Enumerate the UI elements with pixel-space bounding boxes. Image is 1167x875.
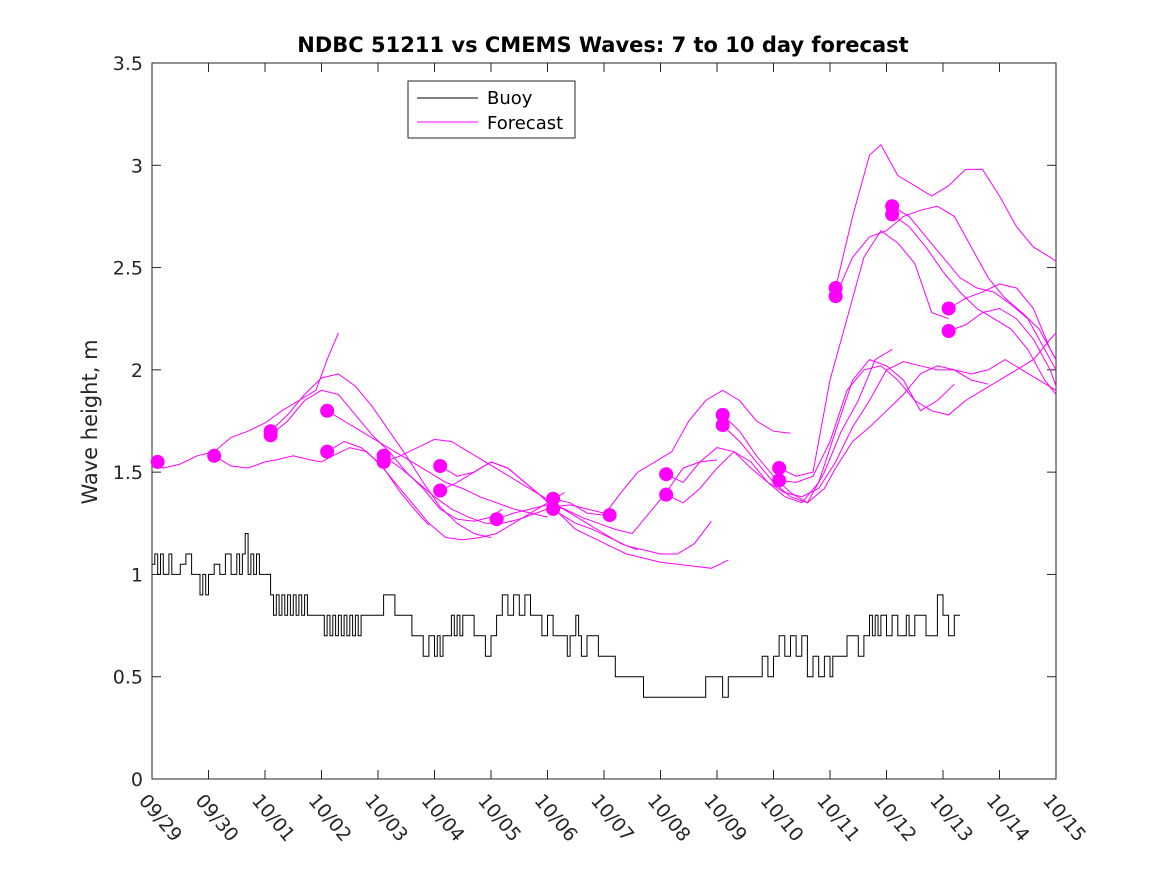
legend: Buoy Forecast bbox=[407, 80, 576, 139]
forecast-start-marker bbox=[941, 323, 956, 338]
forecast-start-marker bbox=[659, 467, 674, 482]
forecast-series-line bbox=[439, 461, 729, 569]
forecast-series-line bbox=[151, 332, 339, 469]
forecast-start-marker bbox=[828, 289, 843, 304]
forecast-start-marker bbox=[772, 461, 787, 476]
forecast-series-line bbox=[778, 229, 949, 477]
forecast-start-marker bbox=[376, 454, 391, 469]
forecast-series-line bbox=[326, 440, 565, 541]
forecast-series-line bbox=[213, 447, 430, 526]
forecast-series-line bbox=[552, 389, 791, 516]
y-tick-label: 2 bbox=[131, 360, 143, 382]
y-tick-label: 3.5 bbox=[113, 53, 143, 75]
forecast-series-line bbox=[779, 332, 1057, 483]
y-tick-label: 0 bbox=[131, 769, 143, 791]
forecast-start-marker bbox=[207, 448, 222, 463]
forecast-series-line bbox=[891, 205, 1057, 371]
forecast-start-marker bbox=[885, 207, 900, 222]
forecast-start-marker bbox=[602, 508, 617, 523]
forecast-series-line bbox=[835, 144, 1057, 289]
y-axis-label: Wave height, m bbox=[78, 339, 102, 504]
forecast-start-marker bbox=[433, 483, 448, 498]
buoy-series-line bbox=[152, 533, 960, 698]
y-tick-label: 0.5 bbox=[113, 667, 143, 689]
forecast-series-line bbox=[948, 307, 1057, 387]
forecast-start-marker bbox=[263, 424, 278, 439]
forecast-start-marker bbox=[715, 407, 730, 422]
forecast-start-marker bbox=[489, 512, 504, 527]
forecast-start-marker bbox=[150, 454, 165, 469]
y-tick-label: 3 bbox=[131, 155, 143, 177]
forecast-start-marker bbox=[320, 403, 335, 418]
forecast-start-marker bbox=[772, 473, 787, 488]
forecast-series-line bbox=[665, 361, 989, 498]
forecast-series-line bbox=[326, 410, 548, 518]
legend-buoy-label: Buoy bbox=[487, 88, 533, 109]
forecast-series-line bbox=[948, 283, 1057, 360]
forecast-start-marker bbox=[659, 487, 674, 502]
forecast-series-line bbox=[665, 359, 955, 504]
forecast-series-line bbox=[891, 213, 1057, 395]
forecast-series-line bbox=[270, 373, 492, 539]
forecast-start-marker bbox=[433, 459, 448, 474]
forecast-series-line bbox=[835, 205, 1057, 360]
forecast-series-line bbox=[722, 348, 893, 504]
forecast-start-marker bbox=[546, 491, 561, 506]
forecast-series-line bbox=[496, 459, 718, 535]
forecast-start-marker bbox=[546, 501, 561, 516]
chart-title: NDBC 51211 vs CMEMS Waves: 7 to 10 day f… bbox=[297, 33, 908, 57]
y-tick-label: 1 bbox=[131, 564, 143, 586]
y-tick-label: 1.5 bbox=[113, 462, 143, 484]
forecast-series-line bbox=[383, 438, 639, 551]
legend-box bbox=[407, 80, 576, 139]
legend-forecast-label: Forecast bbox=[487, 113, 563, 134]
forecast-start-marker bbox=[715, 418, 730, 433]
forecast-start-marker bbox=[941, 301, 956, 316]
y-tick-label: 2.5 bbox=[113, 258, 143, 280]
forecast-start-marker bbox=[320, 444, 335, 459]
